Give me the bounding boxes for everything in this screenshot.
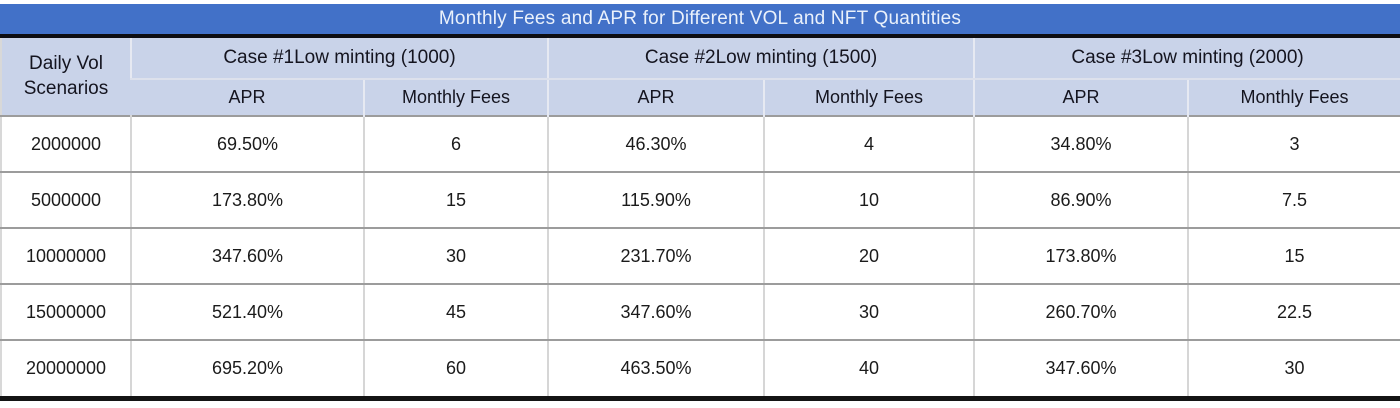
apr-cell: 347.60% [130, 228, 364, 285]
corner-header-cell: Daily Vol Scenarios [1, 38, 131, 116]
group-header-case3: Case #3Low minting (2000) [973, 38, 1400, 80]
apr-cell: 34.80% [973, 116, 1189, 173]
table-body: 2000000 69.50% 6 46.30% 4 34.80% 3 50000… [1, 116, 1400, 396]
group-header-case1: Case #1Low minting (1000) [129, 38, 549, 80]
apr-cell: 347.60% [547, 284, 765, 341]
table-title-bar: Monthly Fees and APR for Different VOL a… [0, 4, 1400, 34]
table-row: 2000000 69.50% 6 46.30% 4 34.80% 3 [1, 116, 1400, 173]
fees-cell: 15 [1187, 228, 1400, 285]
fees-cell: 30 [362, 228, 549, 285]
apr-cell: 46.30% [547, 116, 765, 173]
apr-cell: 86.90% [973, 172, 1189, 229]
fees-cell: 6 [362, 116, 549, 173]
sub-header-row: APR Monthly Fees APR Monthly Fees APR Mo… [1, 79, 1400, 116]
table-row: 15000000 521.40% 45 347.60% 30 260.70% 2… [1, 284, 1400, 341]
apr-cell: 521.40% [130, 284, 364, 341]
fees-cell: 10 [763, 172, 975, 229]
fees-cell: 4 [763, 116, 975, 173]
table-title: Monthly Fees and APR for Different VOL a… [438, 8, 962, 29]
group-header-row: Daily Vol Scenarios Case #1Low minting (… [1, 38, 1400, 116]
table-row: 10000000 347.60% 30 231.70% 20 173.80% 1… [1, 228, 1400, 285]
fees-cell: 20 [763, 228, 975, 285]
corner-header-line2: Scenarios [23, 77, 109, 99]
sub-header-apr-1: APR [131, 79, 364, 116]
sub-header-apr-2: APR [547, 79, 765, 116]
daily-vol-cell: 2000000 [1, 116, 131, 173]
table-row: 20000000 695.20% 60 463.50% 40 347.60% 3… [1, 340, 1400, 396]
daily-vol-cell: 15000000 [1, 284, 131, 341]
bottom-margin [0, 401, 1400, 408]
table-bottom-border [0, 396, 1400, 401]
title-divider [0, 34, 1400, 38]
table-row: 5000000 173.80% 15 115.90% 10 86.90% 7.5 [1, 172, 1400, 229]
sub-header-fees-1: Monthly Fees [362, 79, 549, 116]
apr-cell: 695.20% [130, 340, 364, 396]
apr-cell: 173.80% [973, 228, 1189, 285]
sub-header-fees-3: Monthly Fees [1187, 79, 1400, 116]
fees-apr-table: Daily Vol Scenarios Case #1Low minting (… [0, 38, 1400, 396]
corner-header-line1: Daily Vol [29, 52, 103, 74]
sub-header-apr-3: APR [973, 79, 1189, 116]
apr-cell: 115.90% [547, 172, 765, 229]
fees-cell: 22.5 [1187, 284, 1400, 341]
fees-cell: 40 [763, 340, 975, 396]
apr-cell: 347.60% [973, 340, 1189, 396]
fees-cell: 7.5 [1187, 172, 1400, 229]
fees-cell: 3 [1187, 116, 1400, 173]
daily-vol-cell: 5000000 [1, 172, 131, 229]
fees-cell: 15 [362, 172, 549, 229]
fees-cell: 60 [362, 340, 549, 396]
apr-cell: 260.70% [973, 284, 1189, 341]
fees-cell: 30 [763, 284, 975, 341]
table-header: Daily Vol Scenarios Case #1Low minting (… [1, 38, 1400, 116]
apr-cell: 173.80% [130, 172, 364, 229]
top-margin [0, 0, 1400, 4]
group-header-case2: Case #2Low minting (1500) [547, 38, 975, 80]
daily-vol-cell: 20000000 [1, 340, 131, 396]
apr-cell: 231.70% [547, 228, 765, 285]
apr-cell: 69.50% [130, 116, 364, 173]
daily-vol-cell: 10000000 [1, 228, 131, 285]
sub-header-fees-2: Monthly Fees [763, 79, 975, 116]
fees-cell: 45 [362, 284, 549, 341]
fees-cell: 30 [1187, 340, 1400, 396]
apr-cell: 463.50% [547, 340, 765, 396]
